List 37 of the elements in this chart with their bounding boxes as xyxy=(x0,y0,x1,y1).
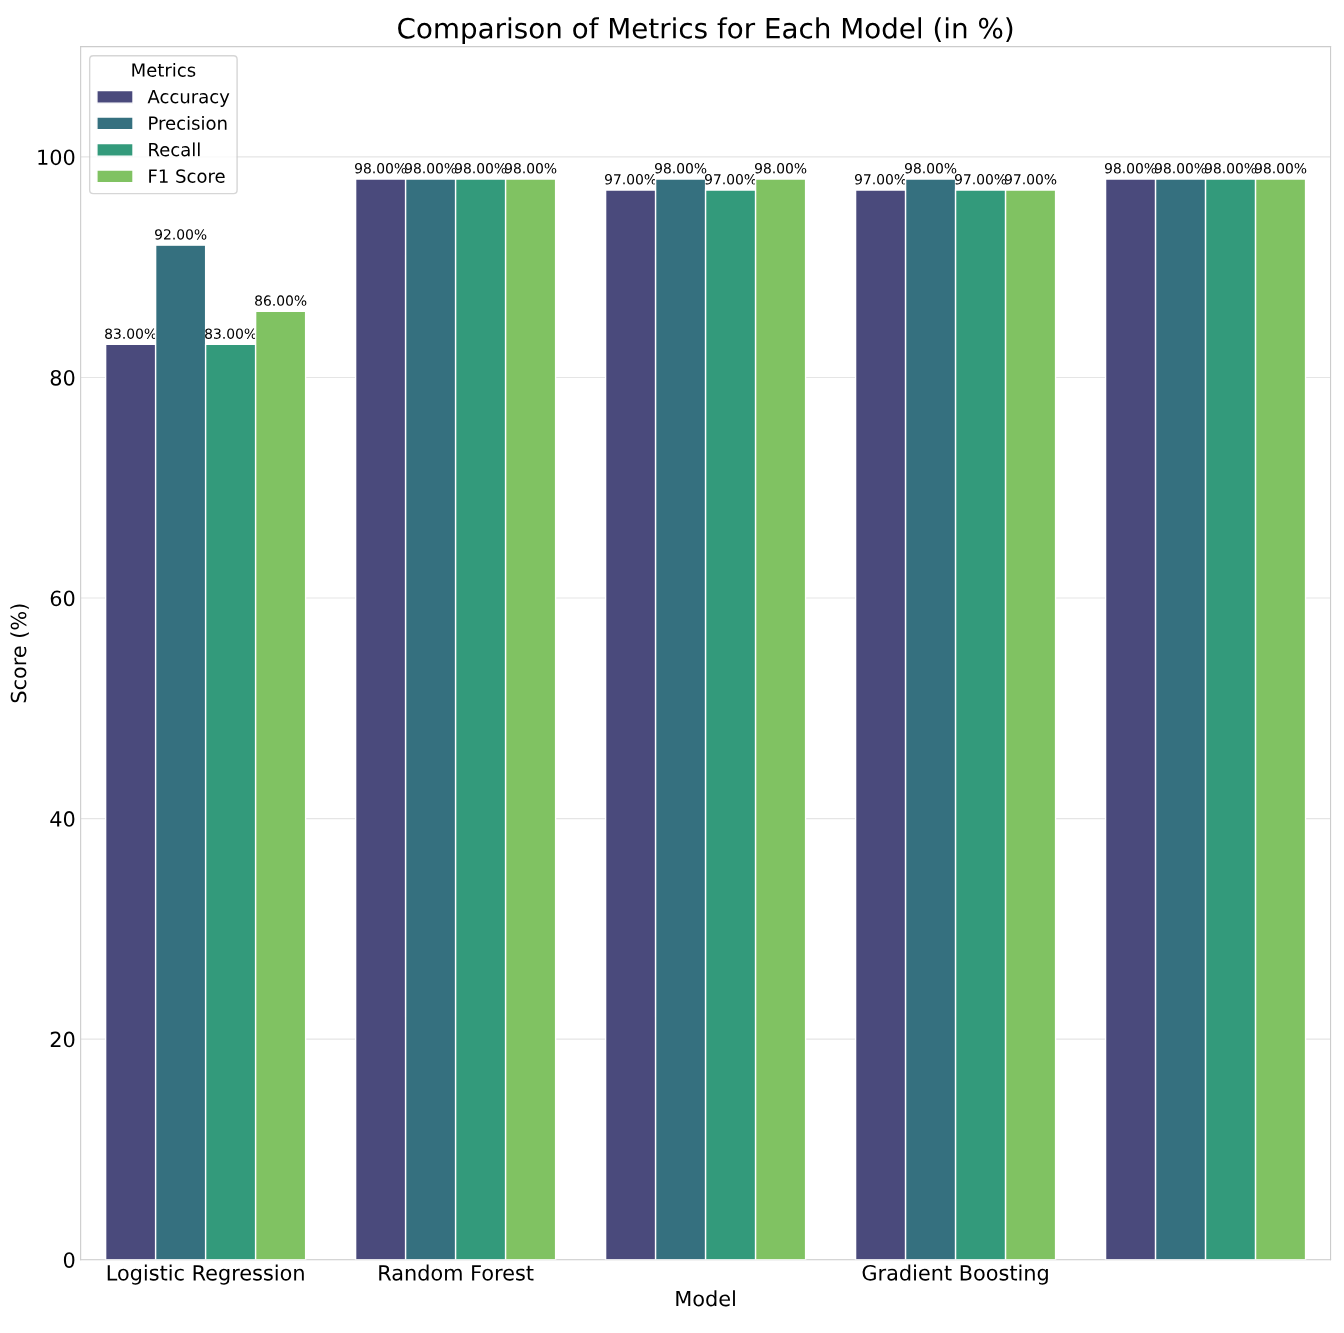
data-label: 98.00% xyxy=(405,163,457,174)
data-label: 86.00% xyxy=(255,295,307,306)
data-label: 97.00% xyxy=(854,174,907,185)
data-label: 98.00% xyxy=(1104,163,1157,174)
y-axis-title: Score (%) xyxy=(10,604,29,703)
data-label: 98.00% xyxy=(1204,163,1257,174)
chart-title: Comparison of Metrics for Each Model (in %) xyxy=(398,17,1013,45)
data-label: 98.00% xyxy=(505,163,557,174)
data-label: 98.00% xyxy=(904,163,957,174)
data-label: 98.00% xyxy=(754,163,807,174)
legend-label: Precision xyxy=(149,115,227,130)
data-label: 97.00% xyxy=(1004,174,1057,185)
x-tick-label: Logistic Regression xyxy=(107,1264,304,1285)
legend-label: Accuracy xyxy=(147,89,230,107)
data-label: 92.00% xyxy=(155,229,207,240)
data-label: 83.00% xyxy=(105,328,157,339)
data-label: 98.00% xyxy=(1254,163,1307,174)
y-tick-label: 40 xyxy=(50,811,75,827)
data-label: 97.00% xyxy=(954,174,1007,185)
data-label: 98.00% xyxy=(1154,163,1207,174)
data-label: 98.00% xyxy=(355,163,407,174)
x-tick-label: Random Forest xyxy=(379,1264,534,1281)
y-tick-label: 0 xyxy=(63,1252,75,1268)
legend-label: Recall xyxy=(149,142,200,157)
legend-title: Metrics xyxy=(132,62,196,77)
data-label: 83.00% xyxy=(205,328,257,339)
data-label: 97.00% xyxy=(704,174,757,185)
data-label: 98.00% xyxy=(455,163,507,174)
y-tick-label: 60 xyxy=(50,590,75,607)
y-tick-label: 20 xyxy=(50,1031,75,1048)
y-tick-label: 100 xyxy=(38,149,75,166)
x-tick-label: Gradient Boosting xyxy=(862,1264,1048,1285)
x-axis-title: Model xyxy=(676,1290,735,1307)
data-label: 97.00% xyxy=(605,174,657,185)
legend-label: F1 Score xyxy=(149,169,225,183)
data-label: 98.00% xyxy=(655,163,707,174)
y-tick-label: 80 xyxy=(50,369,75,386)
